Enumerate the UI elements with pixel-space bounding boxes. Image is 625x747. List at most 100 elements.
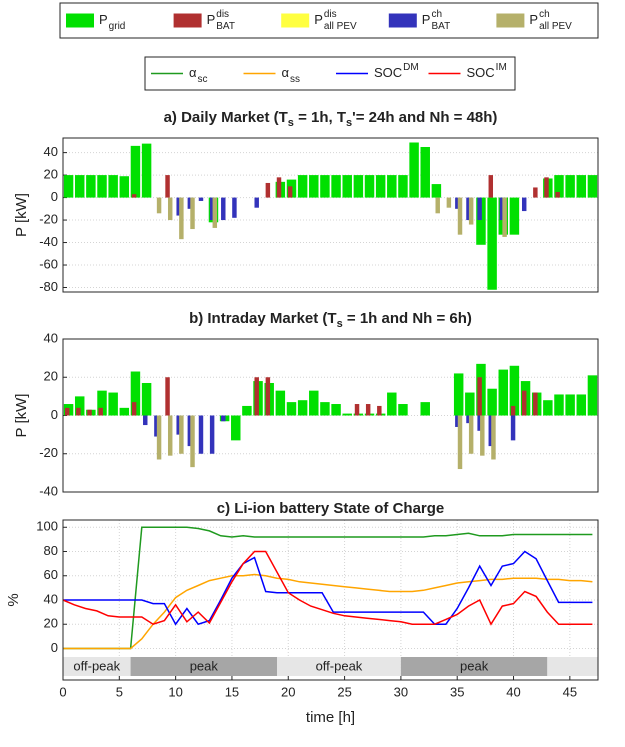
bar xyxy=(510,405,516,416)
legend-label: α xyxy=(282,65,290,80)
bar xyxy=(431,184,442,198)
bar xyxy=(287,186,293,198)
bar xyxy=(565,175,575,198)
legend-label-sup: ch xyxy=(431,9,442,20)
panel-title: b) Intraday Market (Ts = 1h and Nh = 6h) xyxy=(189,310,472,330)
axes-box xyxy=(62,137,599,293)
period-band xyxy=(277,657,401,676)
bar xyxy=(179,197,184,240)
bar xyxy=(354,404,360,416)
period-band xyxy=(130,657,277,676)
bar xyxy=(167,415,173,456)
legend-label: P xyxy=(99,12,108,27)
bar xyxy=(420,146,430,198)
bar xyxy=(86,175,96,198)
bar xyxy=(131,194,137,198)
legend-label-sub: all PEV xyxy=(539,21,572,32)
bar xyxy=(165,377,170,416)
bar xyxy=(156,197,162,214)
bar xyxy=(198,415,204,454)
x-tick-label: 15 xyxy=(225,684,239,699)
period-band xyxy=(547,657,598,676)
x-tick-label: 30 xyxy=(394,684,408,699)
y-tick-label: -40 xyxy=(39,483,58,498)
legend-label: SOC xyxy=(467,65,495,80)
y-tick-label: -20 xyxy=(39,445,58,460)
y-tick-label: -20 xyxy=(39,211,58,226)
title-part: c) Li-ion battery State of Charge xyxy=(217,500,445,517)
bar xyxy=(309,390,319,416)
y-tick-label: -80 xyxy=(39,279,58,294)
bar xyxy=(555,191,560,198)
y-tick-label: 60 xyxy=(44,567,58,582)
bar xyxy=(87,409,92,416)
bar xyxy=(487,197,497,290)
bar xyxy=(74,396,85,416)
axes-box xyxy=(62,519,599,681)
y-tick-label: 0 xyxy=(51,640,58,655)
bar xyxy=(477,197,482,221)
legend-swatch xyxy=(281,13,310,28)
bar xyxy=(297,400,308,416)
bar xyxy=(232,197,237,218)
period-label: peak xyxy=(460,658,489,673)
bar xyxy=(533,187,538,198)
legend-label-sub: sc xyxy=(198,74,208,85)
legend-label: P xyxy=(529,12,538,27)
period-band xyxy=(400,657,548,676)
bar xyxy=(468,197,474,225)
bar xyxy=(491,415,496,460)
bar xyxy=(265,377,271,416)
bar xyxy=(387,175,397,198)
bar xyxy=(265,182,271,198)
plot-area xyxy=(63,138,598,292)
legend-label-sup: IM xyxy=(496,62,507,73)
title-part: s xyxy=(288,117,294,129)
bar xyxy=(466,197,471,221)
x-tick-label: 5 xyxy=(116,684,123,699)
y-tick-label: 40 xyxy=(44,591,58,606)
period-label: off-peak xyxy=(73,658,120,673)
panel-title: c) Li-ion battery State of Charge xyxy=(217,500,445,517)
bar xyxy=(488,415,494,447)
legend-swatch xyxy=(496,13,525,28)
legend-label-sub: grid xyxy=(109,21,126,32)
bar xyxy=(533,392,538,416)
bar xyxy=(455,197,460,209)
y-axis-label: % xyxy=(5,593,22,606)
title-part: = 1h and Nh = 6h) xyxy=(343,310,472,327)
bar xyxy=(143,415,148,426)
y-tick-label: -60 xyxy=(39,256,58,271)
bar xyxy=(320,175,330,198)
bar xyxy=(487,388,497,416)
bar xyxy=(108,175,118,198)
bar xyxy=(543,400,553,416)
y-tick-label: -40 xyxy=(39,234,58,249)
y-tick-label: 20 xyxy=(44,616,58,631)
bar xyxy=(221,197,226,221)
bar xyxy=(221,415,226,422)
legend-label-sup: dis xyxy=(324,9,337,20)
bar xyxy=(242,405,252,416)
y-tick-label: 80 xyxy=(44,543,58,558)
bar xyxy=(521,390,527,416)
x-tick-label: 35 xyxy=(450,684,464,699)
x-tick-label: 20 xyxy=(281,684,295,699)
period-label: peak xyxy=(190,658,219,673)
title-part: b) Intraday Market (T xyxy=(189,310,337,327)
bar xyxy=(477,415,482,431)
bar xyxy=(167,197,173,221)
bar xyxy=(365,404,371,416)
panel-title: a) Daily Market (Ts = 1h, Ts'= 24h and N… xyxy=(164,109,498,129)
legend-label-sub: ss xyxy=(290,74,300,85)
bar xyxy=(156,415,162,460)
y-tick-label: 0 xyxy=(51,189,58,204)
bar xyxy=(97,175,107,198)
bar xyxy=(457,197,463,235)
bar xyxy=(377,405,382,416)
series-line xyxy=(62,550,593,626)
period-band xyxy=(63,657,131,676)
bar xyxy=(468,415,474,454)
